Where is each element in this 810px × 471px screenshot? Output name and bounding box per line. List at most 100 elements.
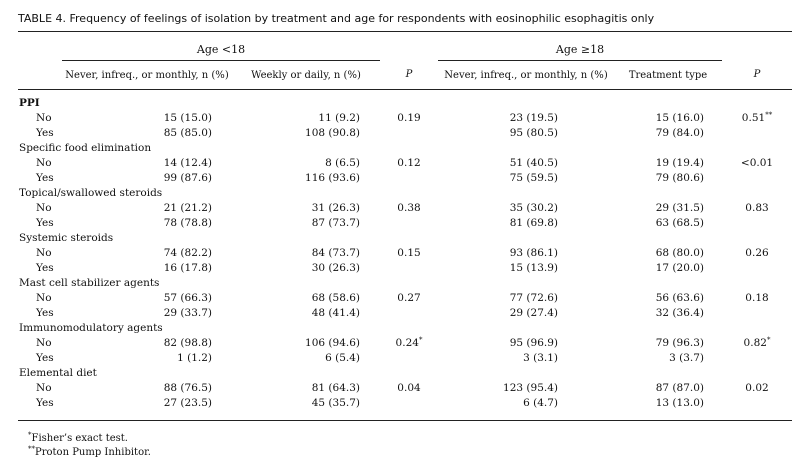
table-row: No 57 (66.3) 68 (58.6) 0.27 77 (72.6) 56 (63.… bbox=[18, 291, 792, 306]
cell-never-18plus: 77 (72.6) bbox=[509, 292, 558, 304]
cell-p-18plus bbox=[722, 261, 792, 276]
row-label: Yes bbox=[36, 127, 54, 139]
cell-p-18plus: <0.01 bbox=[740, 157, 774, 169]
cell-never-under18: 57 (66.3) bbox=[163, 292, 212, 304]
group-age-under-18: Age <18 bbox=[62, 38, 380, 61]
table-body: PPI No 15 (15.0) 11 (9.2) 0.19 23 (19.5) 15 (1… bbox=[18, 90, 792, 411]
col-header-treatment-type: Treatment type bbox=[628, 69, 708, 81]
table-row: No 82 (98.8) 106 (94.6) 0.24* 95 (96.9) 79 (9… bbox=[18, 336, 792, 351]
row-label: No bbox=[36, 382, 52, 394]
cell-never-18plus: 93 (86.1) bbox=[509, 247, 558, 259]
cell-never-18plus: 95 (96.9) bbox=[509, 337, 558, 349]
cell-p-18plus bbox=[722, 351, 792, 366]
table-row: No 14 (12.4) 8 (6.5) 0.12 51 (40.5) 19 (19.4)… bbox=[18, 156, 792, 171]
row-label: No bbox=[36, 247, 52, 259]
cell-treatment-type: 79 (84.0) bbox=[655, 127, 704, 139]
cell-weekly-under18: 106 (94.6) bbox=[305, 337, 360, 349]
section-row: Immunomodulatory agents bbox=[18, 321, 792, 336]
table-row: Yes 29 (33.7) 48 (41.4) 29 (27.4) 32 (36.4) bbox=[18, 306, 792, 321]
cell-treatment-type: 3 (3.7) bbox=[669, 352, 704, 364]
cell-weekly-under18: 48 (41.4) bbox=[311, 307, 360, 319]
row-label: Yes bbox=[36, 217, 54, 229]
section-row: Systemic steroids bbox=[18, 231, 792, 246]
group-header-row: Age <18 Age ≥18 bbox=[18, 38, 792, 61]
cell-never-under18: 74 (82.2) bbox=[163, 247, 212, 259]
cell-treatment-type: 15 (16.0) bbox=[655, 112, 704, 124]
row-label: Yes bbox=[36, 307, 54, 319]
footnote: **Proton Pump Inhibitor. bbox=[28, 445, 151, 459]
footnotes: *Fisher’s exact test. **Proton Pump Inhi… bbox=[28, 432, 151, 460]
cell-never-18plus: 81 (69.8) bbox=[509, 217, 558, 229]
top-rule bbox=[18, 31, 792, 32]
table-row: No 21 (21.2) 31 (26.3) 0.38 35 (30.2) 29 (31.… bbox=[18, 201, 792, 216]
col-header-p-18plus: P bbox=[753, 69, 761, 81]
cell-treatment-type: 17 (20.0) bbox=[655, 262, 704, 274]
cell-treatment-type: 87 (87.0) bbox=[655, 382, 704, 394]
cell-p-under18 bbox=[380, 126, 438, 141]
section-row: Elemental diet bbox=[18, 366, 792, 381]
cell-never-18plus: 95 (80.5) bbox=[509, 127, 558, 139]
row-label: Yes bbox=[36, 262, 54, 274]
data-table: Age <18 Age ≥18 Never, infreq., or month… bbox=[18, 38, 792, 411]
bottom-rule bbox=[18, 420, 792, 421]
col-header-never-under18: Never, infreq., or monthly, n (%) bbox=[65, 69, 229, 81]
cell-weekly-under18: 6 (5.4) bbox=[325, 352, 360, 364]
cell-never-18plus: 29 (27.4) bbox=[509, 307, 558, 319]
cell-never-under18: 78 (78.8) bbox=[163, 217, 212, 229]
cell-treatment-type: 19 (19.4) bbox=[655, 157, 704, 169]
table-row: Yes 16 (17.8) 30 (26.3) 15 (13.9) 17 (20.0) bbox=[18, 261, 792, 276]
cell-p-18plus bbox=[722, 216, 792, 231]
cell-never-18plus: 23 (19.5) bbox=[509, 112, 558, 124]
cell-never-18plus: 75 (59.5) bbox=[509, 172, 558, 184]
cell-weekly-under18: 87 (73.7) bbox=[311, 217, 360, 229]
cell-never-18plus: 15 (13.9) bbox=[509, 262, 558, 274]
section-label: Specific food elimination bbox=[19, 142, 152, 154]
section-label: Systemic steroids bbox=[19, 232, 114, 244]
cell-treatment-type: 29 (31.5) bbox=[655, 202, 704, 214]
section-label: Immunomodulatory agents bbox=[19, 322, 163, 334]
section-label: PPI bbox=[19, 97, 40, 109]
cell-weekly-under18: 31 (26.3) bbox=[311, 202, 360, 214]
table-row: Yes 78 (78.8) 87 (73.7) 81 (69.8) 63 (68.5) bbox=[18, 216, 792, 231]
cell-p-18plus: 0.82* bbox=[743, 336, 771, 350]
cell-never-under18: 27 (23.5) bbox=[163, 397, 212, 409]
table-title: TABLE 4. Frequency of feelings of isolat… bbox=[18, 12, 655, 25]
cell-p-under18: 0.12 bbox=[397, 157, 421, 169]
cell-p-18plus bbox=[722, 396, 792, 411]
cell-p-under18 bbox=[380, 171, 438, 186]
table-row: Yes 1 (1.2) 6 (5.4) 3 (3.1) 3 (3.7) bbox=[18, 351, 792, 366]
col-header-p-under18: P bbox=[405, 69, 413, 81]
cell-never-under18: 99 (87.6) bbox=[163, 172, 212, 184]
cell-p-under18 bbox=[380, 306, 438, 321]
cell-p-18plus bbox=[722, 171, 792, 186]
cell-never-under18: 82 (98.8) bbox=[163, 337, 212, 349]
cell-weekly-under18: 8 (6.5) bbox=[325, 157, 360, 169]
cell-weekly-under18: 45 (35.7) bbox=[311, 397, 360, 409]
cell-never-18plus: 35 (30.2) bbox=[509, 202, 558, 214]
cell-never-under18: 15 (15.0) bbox=[163, 112, 212, 124]
row-label: Yes bbox=[36, 172, 54, 184]
cell-treatment-type: 79 (80.6) bbox=[655, 172, 704, 184]
cell-treatment-type: 68 (80.0) bbox=[655, 247, 704, 259]
row-label: Yes bbox=[36, 397, 54, 409]
cell-p-under18 bbox=[380, 216, 438, 231]
cell-never-under18: 29 (33.7) bbox=[163, 307, 212, 319]
table-row: Yes 27 (23.5) 45 (35.7) 6 (4.7) 13 (13.0) bbox=[18, 396, 792, 411]
cell-weekly-under18: 108 (90.8) bbox=[305, 127, 360, 139]
row-label: No bbox=[36, 292, 52, 304]
cell-treatment-type: 56 (63.6) bbox=[655, 292, 704, 304]
cell-weekly-under18: 116 (93.6) bbox=[305, 172, 360, 184]
cell-p-under18 bbox=[380, 261, 438, 276]
group-age-18-plus: Age ≥18 bbox=[438, 38, 722, 61]
cell-p-under18: 0.27 bbox=[397, 292, 421, 304]
cell-p-under18: 0.15 bbox=[397, 247, 421, 259]
cell-never-18plus: 6 (4.7) bbox=[523, 397, 558, 409]
section-row: Specific food elimination bbox=[18, 141, 792, 156]
row-label: No bbox=[36, 112, 52, 124]
cell-p-18plus bbox=[722, 306, 792, 321]
section-row: Mast cell stabilizer agents bbox=[18, 276, 792, 291]
cell-p-under18: 0.19 bbox=[397, 112, 421, 124]
cell-never-18plus: 3 (3.1) bbox=[523, 352, 558, 364]
cell-weekly-under18: 68 (58.6) bbox=[311, 292, 360, 304]
cell-treatment-type: 79 (96.3) bbox=[655, 337, 704, 349]
